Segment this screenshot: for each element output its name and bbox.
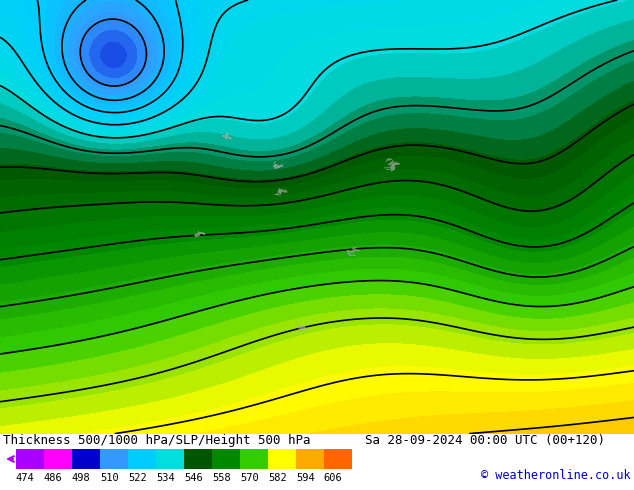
Text: 558: 558: [212, 473, 231, 483]
Text: 498: 498: [72, 473, 91, 483]
Text: © weatheronline.co.uk: © weatheronline.co.uk: [481, 468, 631, 482]
Bar: [184, 449, 212, 468]
Text: 474: 474: [16, 473, 35, 483]
Text: 606: 606: [324, 473, 342, 483]
Text: 570: 570: [240, 473, 259, 483]
Bar: [44, 449, 72, 468]
Text: Thickness 500/1000 hPa/SLP/Height 500 hPa: Thickness 500/1000 hPa/SLP/Height 500 hP…: [3, 434, 311, 447]
Bar: [72, 449, 100, 468]
Text: 582: 582: [268, 473, 287, 483]
Bar: [240, 449, 268, 468]
Text: 534: 534: [156, 473, 174, 483]
Bar: [324, 449, 352, 468]
Text: 522: 522: [128, 473, 146, 483]
Bar: [128, 449, 156, 468]
Bar: [100, 449, 128, 468]
Bar: [212, 449, 240, 468]
Text: 594: 594: [296, 473, 314, 483]
Bar: [16, 449, 44, 468]
Text: Sa 28-09-2024 00:00 UTC (00+120): Sa 28-09-2024 00:00 UTC (00+120): [365, 434, 605, 447]
Text: 486: 486: [44, 473, 63, 483]
Bar: [156, 449, 184, 468]
Text: 510: 510: [100, 473, 119, 483]
Text: 546: 546: [184, 473, 203, 483]
Bar: [296, 449, 324, 468]
Bar: [268, 449, 296, 468]
